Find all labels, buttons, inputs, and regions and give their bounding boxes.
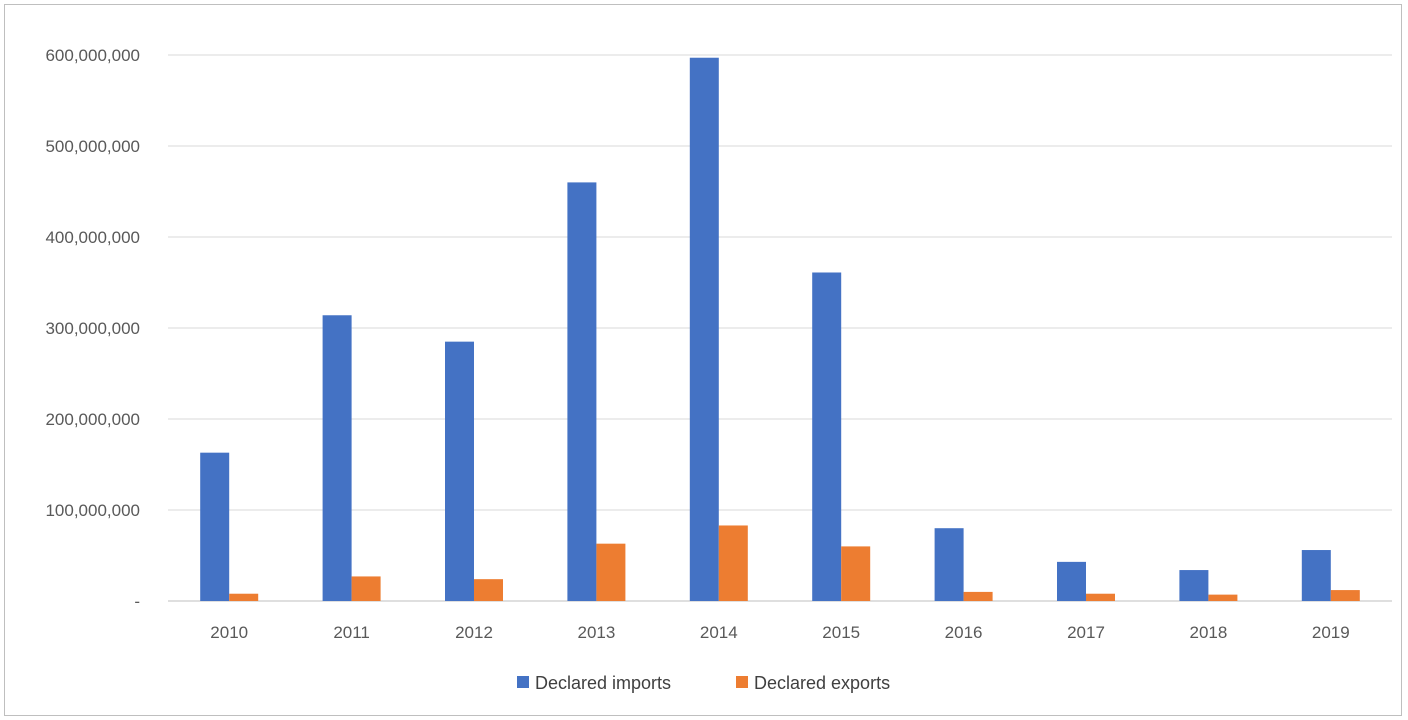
bar-imports-2018 bbox=[1179, 570, 1209, 601]
y-tick-label: - bbox=[134, 592, 140, 611]
x-tick-label: 2017 bbox=[1067, 623, 1105, 642]
bar-exports-2019 bbox=[1330, 590, 1360, 601]
bar-exports-2010 bbox=[229, 593, 259, 601]
x-tick-label: 2018 bbox=[1189, 623, 1227, 642]
bar-exports-2013 bbox=[596, 543, 626, 601]
bar-imports-2012 bbox=[445, 341, 474, 601]
y-tick-label: 200,000,000 bbox=[45, 410, 140, 429]
x-tick-label: 2011 bbox=[333, 623, 370, 642]
bar-imports-2014 bbox=[689, 57, 719, 602]
y-tick-label: 100,000,000 bbox=[45, 501, 140, 520]
x-tick-label: 2014 bbox=[700, 623, 738, 642]
x-tick-label: 2019 bbox=[1312, 623, 1350, 642]
bar-imports-2010 bbox=[200, 452, 230, 601]
y-tick-label: 600,000,000 bbox=[45, 46, 140, 65]
x-tick-label: 2016 bbox=[945, 623, 983, 642]
x-tick-label: 2012 bbox=[455, 623, 493, 642]
bar-imports-2016 bbox=[934, 528, 964, 601]
y-tick-label: 500,000,000 bbox=[45, 137, 140, 156]
bar-imports-2015 bbox=[812, 272, 842, 601]
y-axis-tick-labels: - 100,000,000 200,000,000 300,000,000 400,00… bbox=[45, 46, 140, 611]
bar-imports-2013 bbox=[567, 182, 597, 601]
legend-swatch-exports bbox=[736, 676, 748, 688]
bar-exports-2015 bbox=[841, 546, 871, 601]
bar-exports-2016 bbox=[963, 591, 993, 601]
legend: Declared imports Declared exports bbox=[517, 673, 890, 693]
x-tick-label: 2015 bbox=[822, 623, 860, 642]
bar-exports-2014 bbox=[718, 525, 748, 601]
bars bbox=[200, 57, 1360, 602]
legend-swatch-imports bbox=[517, 676, 529, 688]
legend-label-imports: Declared imports bbox=[535, 673, 671, 693]
bar-exports-2012 bbox=[474, 579, 503, 601]
y-tick-label: 300,000,000 bbox=[45, 319, 140, 338]
x-tick-label: 2010 bbox=[210, 623, 248, 642]
x-axis-tick-labels: 2010 2011 2012 2013 2014 2015 2016 2017 2018 2019 bbox=[210, 623, 1349, 642]
x-tick-label: 2013 bbox=[577, 623, 615, 642]
bar-imports-2011 bbox=[322, 315, 352, 601]
y-tick-label: 400,000,000 bbox=[45, 228, 140, 247]
bar-exports-2011 bbox=[351, 576, 381, 601]
bar-imports-2017 bbox=[1057, 561, 1086, 601]
bar-exports-2017 bbox=[1086, 593, 1115, 601]
bar-imports-2019 bbox=[1301, 550, 1331, 601]
bar-exports-2018 bbox=[1208, 594, 1238, 601]
legend-label-exports: Declared exports bbox=[754, 673, 890, 693]
